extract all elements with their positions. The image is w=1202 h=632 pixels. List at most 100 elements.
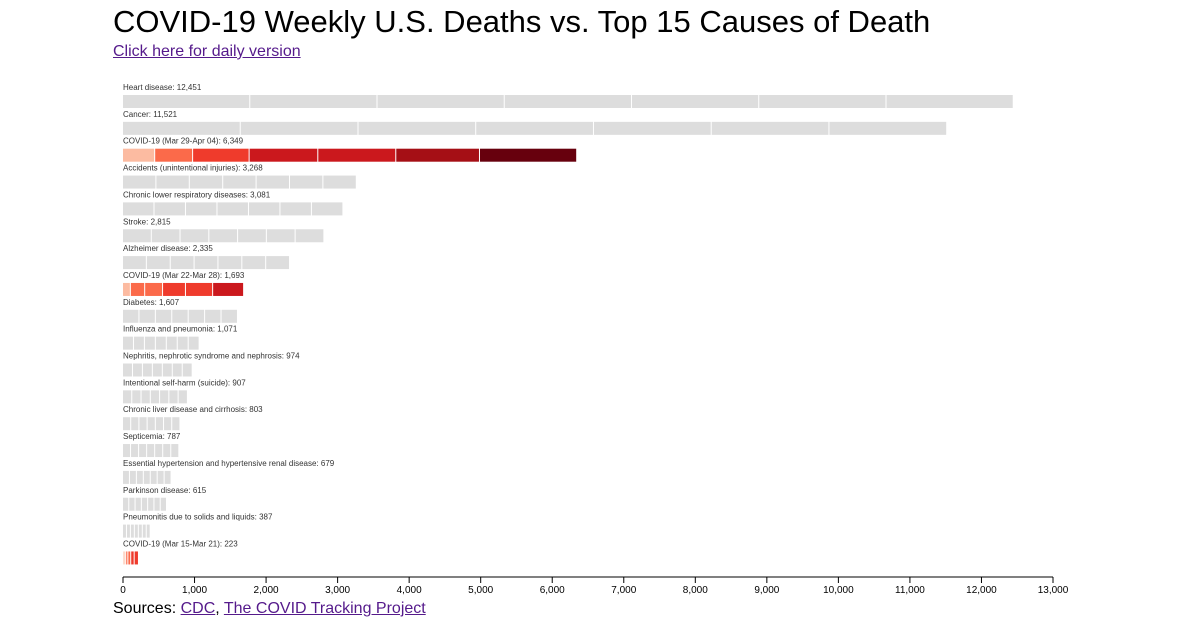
cause-day-segment	[205, 309, 221, 323]
covid-day-segment	[479, 148, 577, 162]
cause-day-segment	[242, 256, 266, 270]
cause-day-segment	[182, 363, 192, 377]
covid-day-segment	[123, 551, 124, 565]
daily-version-link[interactable]: Click here for daily version	[113, 43, 301, 60]
cause-day-segment	[150, 470, 157, 484]
source-link-covid-tracking[interactable]: The COVID Tracking Project	[223, 600, 426, 617]
sources-line: Sources: CDC, The COVID Tracking Project	[113, 599, 426, 619]
cause-day-segment	[129, 497, 135, 511]
cause-day-segment	[134, 524, 138, 538]
bar-label: Chronic liver disease and cirrhosis: 803	[123, 405, 263, 414]
bar-row-intentional-self-harm-suicide: Intentional self-harm (suicide): 907	[123, 378, 246, 404]
cause-day-segment	[240, 121, 358, 135]
bar-label: COVID-19 (Mar 15-Mar 21): 223	[123, 539, 238, 548]
cause-day-segment	[123, 497, 129, 511]
x-tick-label: 3,000	[325, 585, 350, 596]
cause-day-segment	[256, 175, 289, 189]
cause-day-segment	[139, 444, 147, 458]
cause-day-segment	[358, 121, 476, 135]
cause-day-segment	[132, 390, 141, 404]
cause-day-segment	[139, 309, 155, 323]
cause-day-segment	[631, 95, 759, 108]
covid-day-segment	[130, 282, 145, 296]
bar-row-chronic-lower-respiratory-diseases: Chronic lower respiratory diseases: 3,08…	[123, 190, 343, 216]
x-tick-label: 2,000	[254, 585, 279, 596]
covid-day-segment	[213, 282, 244, 296]
cause-day-segment	[170, 256, 194, 270]
covid-day-segment	[134, 551, 138, 565]
cause-day-segment	[131, 417, 139, 431]
cause-day-segment	[123, 524, 126, 538]
bar-row-accidents-unintentional-injuries: Accidents (unintentional injuries): 3,26…	[123, 164, 356, 189]
cause-day-segment	[311, 202, 343, 216]
cause-day-segment	[829, 121, 947, 135]
cause-day-segment	[123, 336, 133, 350]
cause-day-segment	[164, 470, 171, 484]
cause-day-segment	[155, 336, 166, 350]
source-link-cdc[interactable]: CDC	[180, 600, 216, 617]
bar-row-nephritis-nephrotic-syndrome-and-nephrosis: Nephritis, nephrotic syndrome and nephro…	[123, 352, 300, 377]
bar-label: Essential hypertension and hypertensive …	[123, 459, 335, 468]
bar-label: COVID-19 (Mar 22-Mar 28): 1,693	[123, 271, 245, 280]
bar-chart: Heart disease: 12,451 Cancer: 11,521 COVID…	[120, 83, 1069, 596]
cause-day-segment	[295, 229, 324, 243]
cause-day-segment	[136, 470, 143, 484]
x-tick-label: 0	[120, 585, 126, 596]
cause-day-segment	[156, 175, 189, 189]
cause-day-segment	[593, 121, 711, 135]
cause-day-segment	[280, 202, 311, 216]
cause-day-segment	[142, 524, 146, 538]
cause-day-segment	[155, 417, 164, 431]
cause-day-segment	[141, 390, 150, 404]
bar-label: Pneumonitis due to solids and liquids: 3…	[123, 513, 273, 522]
cause-day-segment	[133, 336, 144, 350]
bar-label: Parkinson disease: 615	[123, 486, 207, 495]
x-tick-label: 4,000	[397, 585, 422, 596]
cause-day-segment	[123, 470, 129, 484]
cause-day-segment	[289, 175, 323, 189]
bar-row-essential-hypertension-and-hypertensive-renal-disease: Essential hypertension and hypertensive …	[123, 459, 335, 484]
cause-day-segment	[123, 121, 240, 135]
cause-day-segment	[142, 363, 152, 377]
sources-label: Sources:	[113, 600, 177, 617]
bar-label: Alzheimer disease: 2,335	[123, 244, 213, 253]
cause-day-segment	[189, 175, 223, 189]
cause-day-segment	[180, 229, 209, 243]
cause-day-segment	[164, 417, 172, 431]
bar-row-alzheimer-disease: Alzheimer disease: 2,335	[123, 244, 290, 270]
cause-day-segment	[504, 95, 631, 108]
bar-row-pneumonitis-due-to-solids-and-liquids: Pneumonitis due to solids and liquids: 3…	[123, 513, 273, 538]
covid-day-segment	[124, 551, 126, 565]
cause-day-segment	[141, 497, 148, 511]
x-tick-label: 1,000	[182, 585, 207, 596]
cause-day-segment	[123, 363, 132, 377]
cause-day-segment	[266, 229, 295, 243]
cause-day-segment	[123, 444, 131, 458]
covid-day-segment	[155, 148, 193, 162]
bar-row-septicemia: Septicemia: 787	[123, 432, 181, 458]
bar-row-covid-19-mar-29-apr-04: COVID-19 (Mar 29-Apr 04): 6,349	[123, 137, 577, 162]
cause-day-segment	[162, 363, 172, 377]
cause-day-segment	[123, 309, 139, 323]
bar-label: Heart disease: 12,451	[123, 83, 202, 92]
cause-day-segment	[135, 497, 141, 511]
cause-day-segment	[188, 309, 205, 323]
cause-day-segment	[163, 444, 171, 458]
covid-day-segment	[249, 148, 318, 162]
cause-day-segment	[194, 256, 218, 270]
cause-day-segment	[886, 95, 1013, 108]
cause-day-segment	[172, 363, 182, 377]
bar-label: Diabetes: 1,607	[123, 298, 180, 307]
cause-day-segment	[172, 417, 180, 431]
cause-day-segment	[188, 336, 199, 350]
covid-day-segment	[193, 148, 249, 162]
cause-day-segment	[476, 121, 593, 135]
cause-day-segment	[151, 229, 180, 243]
cause-day-segment	[221, 309, 237, 323]
cause-day-segment	[150, 390, 160, 404]
bar-row-parkinson-disease: Parkinson disease: 615	[123, 486, 207, 511]
covid-day-segment	[126, 551, 128, 565]
cause-day-segment	[129, 470, 136, 484]
cause-day-segment	[172, 309, 188, 323]
x-axis: 0 1,000 2,000 3,000 4,000 5,000 6,000 7,000 8,00…	[120, 576, 1069, 596]
